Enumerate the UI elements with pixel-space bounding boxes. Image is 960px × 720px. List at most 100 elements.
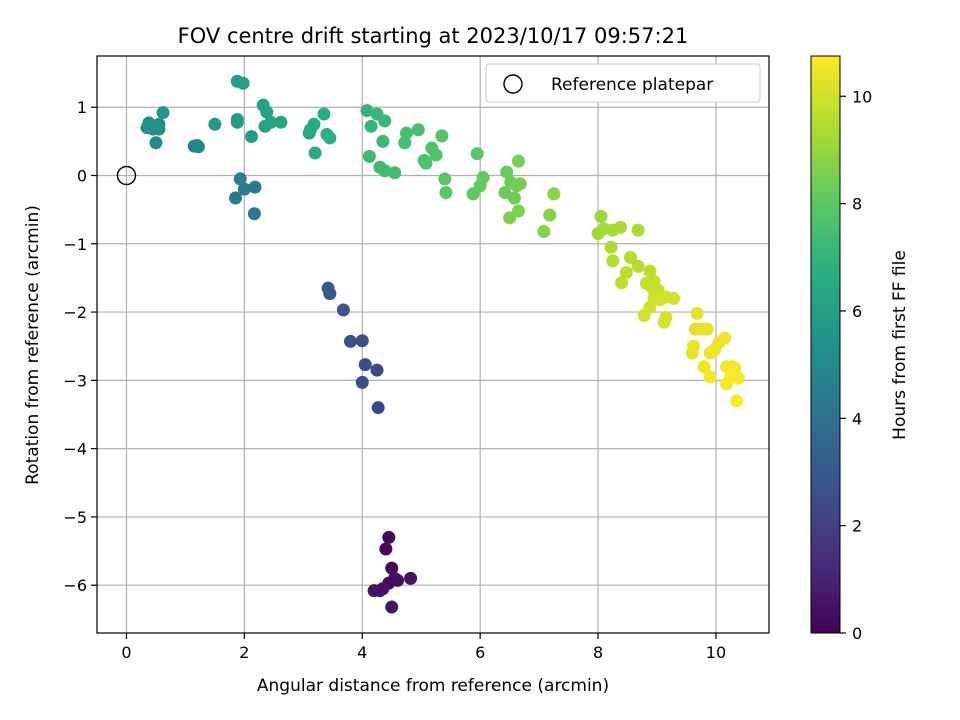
data-point bbox=[537, 224, 551, 238]
data-point bbox=[248, 180, 262, 194]
legend-label: Reference platepar bbox=[551, 75, 713, 95]
data-point bbox=[547, 187, 561, 201]
data-point bbox=[376, 134, 390, 148]
data-point bbox=[637, 308, 651, 322]
data-point bbox=[308, 146, 322, 160]
colorbar-tick-label: 4 bbox=[852, 409, 862, 428]
data-point bbox=[700, 322, 714, 336]
legend: Reference platepar bbox=[485, 63, 761, 103]
data-point bbox=[503, 211, 517, 225]
data-point bbox=[657, 315, 671, 329]
x-tick-label: 4 bbox=[357, 643, 367, 662]
data-point bbox=[260, 105, 274, 119]
colorbar: 0 2 4 6 8 10 Hours from first FF file bbox=[810, 55, 910, 643]
data-point bbox=[378, 114, 392, 128]
data-point bbox=[720, 377, 734, 391]
data-point bbox=[513, 177, 527, 191]
colorbar-label: Hours from first FF file bbox=[890, 250, 910, 440]
data-point bbox=[360, 104, 374, 118]
data-point bbox=[156, 106, 170, 120]
data-point bbox=[667, 291, 681, 305]
data-point bbox=[373, 584, 387, 598]
data-point bbox=[385, 600, 399, 614]
data-point bbox=[438, 172, 452, 186]
data-point bbox=[731, 371, 745, 385]
data-point bbox=[615, 276, 629, 290]
y-tick-label: −5 bbox=[63, 508, 87, 527]
data-point bbox=[364, 119, 378, 133]
data-point bbox=[264, 115, 278, 129]
data-point bbox=[643, 264, 657, 278]
data-point bbox=[404, 571, 418, 585]
data-point bbox=[307, 117, 321, 131]
reference-marker bbox=[116, 165, 137, 186]
data-point bbox=[388, 571, 402, 585]
data-point bbox=[236, 76, 250, 90]
y-tick-label: −6 bbox=[63, 576, 87, 595]
data-point bbox=[336, 303, 350, 317]
data-point bbox=[498, 186, 512, 200]
data-point bbox=[355, 375, 369, 389]
x-tick-label: 6 bbox=[475, 643, 485, 662]
colorbar-tick-label: 0 bbox=[852, 624, 862, 643]
data-point bbox=[543, 208, 557, 222]
data-point bbox=[321, 281, 335, 295]
data-point bbox=[399, 126, 413, 140]
data-point bbox=[362, 149, 376, 163]
data-point bbox=[237, 182, 251, 196]
y-tick-label: 1 bbox=[77, 98, 87, 117]
data-point bbox=[511, 204, 525, 218]
colorbar-tick-label: 10 bbox=[852, 87, 872, 106]
x-axis-label: Angular distance from reference (arcmin) bbox=[257, 676, 609, 696]
y-tick-label: −1 bbox=[63, 235, 87, 254]
x-tick-label: 0 bbox=[121, 643, 131, 662]
data-point bbox=[439, 186, 453, 200]
data-point bbox=[370, 363, 384, 377]
data-point bbox=[149, 136, 163, 150]
data-point bbox=[613, 220, 627, 234]
data-point bbox=[419, 156, 433, 170]
data-point bbox=[690, 306, 704, 320]
data-point bbox=[606, 254, 620, 268]
data-point bbox=[191, 140, 205, 154]
data-point bbox=[594, 209, 608, 223]
data-point bbox=[703, 370, 717, 384]
colorbar-ticks: 0 2 4 6 8 10 bbox=[840, 87, 872, 643]
data-point bbox=[208, 117, 222, 131]
data-point bbox=[476, 171, 490, 185]
data-point bbox=[274, 115, 288, 129]
data-point bbox=[730, 394, 744, 408]
data-point bbox=[411, 123, 425, 137]
data-points bbox=[140, 74, 745, 614]
data-point bbox=[317, 107, 331, 121]
data-point bbox=[379, 542, 393, 556]
data-point bbox=[323, 131, 337, 145]
data-point bbox=[152, 117, 166, 131]
data-point bbox=[388, 166, 402, 180]
chart-title: FOV centre drift starting at 2023/10/17 … bbox=[178, 24, 689, 48]
legend-marker bbox=[503, 74, 523, 94]
colorbar-tick-label: 2 bbox=[852, 517, 862, 536]
y-tick-label: −4 bbox=[63, 440, 87, 459]
data-point bbox=[604, 240, 618, 254]
data-point bbox=[500, 165, 514, 179]
data-point bbox=[355, 334, 369, 348]
colorbar-gradient bbox=[810, 55, 841, 634]
legend-box bbox=[485, 63, 761, 103]
data-point bbox=[142, 116, 156, 130]
plot-frame bbox=[96, 55, 770, 634]
data-point bbox=[343, 334, 357, 348]
data-point bbox=[619, 265, 633, 279]
y-tick-label: −3 bbox=[63, 371, 87, 390]
data-point bbox=[685, 346, 699, 360]
data-point bbox=[631, 259, 645, 273]
data-point bbox=[244, 130, 258, 144]
data-point bbox=[697, 360, 711, 374]
data-point bbox=[631, 223, 645, 237]
y-axis-label: Rotation from reference (arcmin) bbox=[23, 205, 43, 485]
data-point bbox=[378, 164, 392, 178]
y-tick-label: −2 bbox=[63, 303, 87, 322]
data-point bbox=[718, 331, 732, 345]
data-point bbox=[470, 147, 484, 161]
